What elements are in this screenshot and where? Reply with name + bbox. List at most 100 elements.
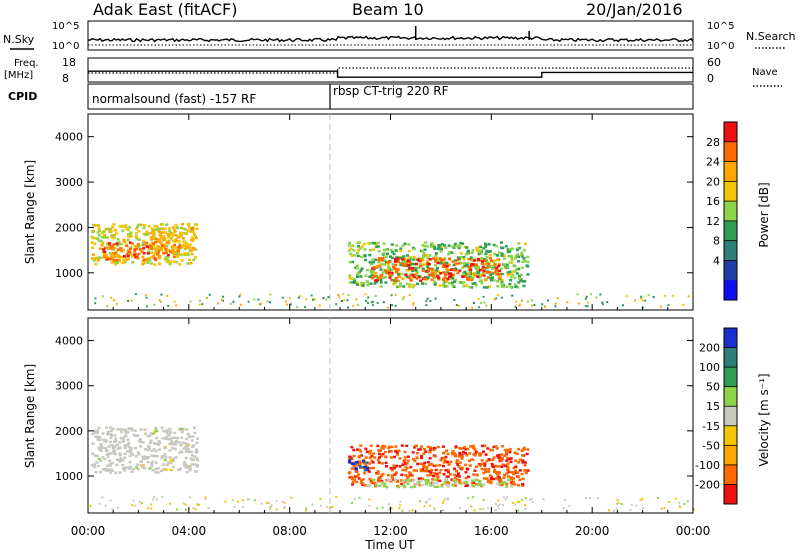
echo-cell (500, 453, 503, 456)
colorbar-tick-label: -200 (695, 478, 720, 491)
echo-cell (142, 224, 146, 227)
echo-cell (496, 280, 500, 283)
echo-cell (371, 258, 375, 261)
colorbar-tick-label: 28 (706, 136, 720, 149)
echo-cell (160, 223, 164, 226)
echo-cell (154, 467, 158, 471)
echo-cell (492, 456, 496, 459)
echo-cell (111, 257, 115, 260)
echo-cell (355, 463, 359, 467)
echo-cell (379, 281, 383, 284)
echo-cell (517, 461, 521, 464)
echo-cell (434, 264, 438, 267)
nsky-tick-bottom: 10^0 (52, 41, 79, 52)
echo-cell (500, 465, 504, 468)
echo-cell (429, 300, 432, 302)
echo-cell (348, 457, 352, 461)
echo-cell (348, 241, 352, 245)
echo-cell (508, 448, 512, 451)
echo-cell (503, 473, 506, 477)
echo-cell (184, 445, 188, 448)
echo-cell (99, 459, 103, 462)
echo-cell (377, 261, 381, 264)
echo-cell (356, 241, 360, 245)
echo-cell (182, 240, 186, 244)
echo-cell (161, 231, 165, 234)
echo-cell (424, 478, 427, 482)
echo-cell (118, 428, 122, 431)
echo-cell (487, 458, 491, 461)
echo-cell (156, 226, 160, 230)
echo-cell (438, 464, 442, 467)
echo-cell (436, 261, 440, 265)
echo-cell (198, 303, 201, 306)
echo-cell (123, 260, 127, 264)
echo-cell (408, 479, 412, 482)
echo-cell (288, 297, 291, 300)
echo-cell (111, 252, 115, 256)
echo-cell (481, 260, 484, 263)
echo-cell (372, 266, 376, 269)
echo-cell (508, 248, 512, 251)
echo-cell (194, 236, 198, 239)
echo-cell (442, 472, 446, 476)
echo-cell (397, 279, 401, 283)
echo-cell (94, 454, 97, 457)
echo-cell (118, 258, 121, 261)
echo-cell (176, 436, 179, 440)
echo-cell (145, 296, 148, 299)
echo-cell (318, 304, 321, 307)
echo-cell (388, 276, 392, 279)
echo-cell (504, 450, 508, 454)
echo-cell (128, 233, 132, 236)
echo-cell (116, 428, 120, 431)
echo-cell (495, 267, 499, 270)
echo-cell (109, 228, 113, 231)
echo-cell (187, 243, 191, 246)
echo-cell (514, 471, 518, 475)
echo-cell (381, 445, 384, 448)
echo-cell (483, 279, 487, 282)
echo-cell (498, 275, 502, 279)
echo-cell (102, 255, 106, 259)
echo-cell (466, 274, 470, 278)
echo-cell (474, 284, 478, 287)
echo-cell (374, 243, 378, 246)
echo-cell (257, 298, 260, 301)
echo-cell (516, 471, 520, 474)
echo-cell (425, 501, 427, 504)
echo-cell (357, 455, 361, 459)
echo-cell (419, 265, 423, 268)
echo-cell (305, 298, 308, 301)
echo-cell (145, 230, 149, 233)
echo-cell (484, 262, 488, 266)
echo-cell (457, 475, 461, 478)
echo-cell (347, 306, 350, 309)
echo-cell (106, 247, 110, 250)
echo-cell (412, 479, 416, 482)
echo-cell (91, 253, 95, 256)
echo-cell (455, 469, 458, 473)
echo-cell (460, 281, 464, 285)
echo-cell (429, 462, 433, 466)
echo-cell (404, 474, 408, 477)
echo-cell (396, 257, 400, 260)
echo-cell (525, 452, 529, 456)
echo-cell (99, 442, 103, 446)
echo-cell (466, 447, 470, 451)
echo-cell (374, 279, 377, 282)
echo-cell (123, 452, 127, 456)
colorbar-segment (724, 484, 737, 505)
echo-cell (384, 281, 388, 284)
echo-cell (371, 261, 375, 264)
echo-cell (488, 257, 492, 260)
echo-cell (408, 509, 411, 512)
echo-cell (406, 459, 410, 462)
echo-cell (634, 299, 637, 302)
echo-cell (322, 297, 325, 300)
echo-cell (157, 238, 161, 241)
echo-cell (430, 245, 434, 248)
echo-cell (173, 260, 176, 264)
echo-cell (467, 272, 471, 275)
echo-cell (149, 247, 153, 250)
